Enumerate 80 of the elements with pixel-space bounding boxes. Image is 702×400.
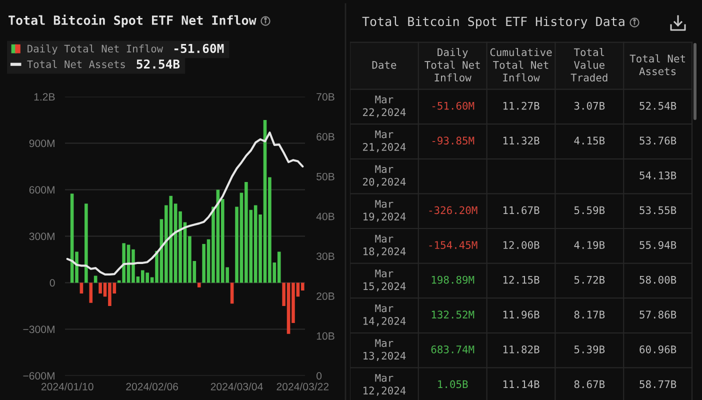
text: 11.27B	[503, 102, 540, 110]
text: 8.67B	[574, 380, 605, 388]
text: 52.54B	[640, 102, 676, 110]
text: 57.86B	[640, 310, 676, 319]
bar	[80, 282, 84, 294]
x-tick-label: 2024/02/06	[126, 382, 178, 390]
y2-tick-label: 30B	[316, 252, 334, 260]
text: 1.05B	[438, 380, 468, 388]
bar	[230, 282, 234, 304]
text: 11.32B	[503, 136, 540, 145]
text: 198.89M	[432, 276, 474, 284]
text: 60.96B	[640, 345, 676, 354]
category-label: Mar 12,2024	[364, 374, 406, 396]
text: 12.00B	[503, 241, 540, 249]
category-label: Total Value Traded	[570, 48, 608, 82]
chart-title: Total Bitcoin Spot ETF Net Inflow	[8, 14, 256, 28]
y-tick-label: −300M	[23, 326, 54, 334]
y-tick-label: 1.2B	[34, 93, 55, 101]
text: 11.96B	[503, 310, 540, 319]
text: 53.76B	[640, 136, 676, 145]
text: 5.59B	[574, 206, 605, 214]
text: 55.94B	[640, 241, 676, 249]
y-tick-label: 300M	[29, 232, 54, 240]
text: 58.77B	[640, 380, 676, 388]
category-label: Mar 20,2024	[363, 165, 406, 188]
y2-tick-label: 40B	[316, 212, 334, 220]
text: 3.07B	[574, 102, 605, 110]
text: 54.13B	[640, 171, 676, 180]
bar	[89, 282, 93, 303]
text: 58.00B	[640, 276, 676, 284]
text: 132.52M	[432, 310, 474, 319]
text: -51.60M	[174, 44, 224, 54]
text: -154.45M	[429, 241, 478, 249]
category-label: Mar 13,2024	[364, 339, 406, 362]
text: 5.72B	[574, 276, 605, 284]
y2-tick-label: 60B	[316, 133, 334, 140]
category-label: Mar 14,2024	[364, 304, 406, 326]
y-tick-label: 600M	[29, 186, 54, 194]
text: -93.85M	[432, 136, 474, 145]
x-tick-label: 2024/03/22	[276, 382, 329, 390]
text: 4.19B	[574, 241, 605, 249]
text: 52.54B	[136, 59, 180, 69]
text: 683.74M	[431, 345, 474, 354]
y2-tick-label: 10B	[316, 332, 334, 340]
category-label: Mar 19,2024	[364, 200, 406, 222]
y2-tick-label: 50B	[316, 172, 334, 180]
category-label: Mar 21,2024	[363, 130, 406, 152]
category-label: Mar 22,2024	[363, 96, 406, 118]
y-tick-label: −600M	[23, 372, 54, 380]
text: -326.20M	[429, 206, 478, 214]
line-series	[66, 132, 304, 276]
bar	[84, 204, 88, 283]
text: 53.55B	[640, 206, 676, 214]
category-label: Mar 15,2024	[364, 270, 406, 292]
text: 8.17B	[574, 310, 605, 319]
bar	[197, 282, 201, 288]
category-label: Mar 18,2024	[364, 234, 406, 257]
y2-tick-label: 20B	[316, 292, 334, 300]
legend-label: Total Net Assets	[27, 60, 125, 68]
text: 12.15B	[503, 276, 540, 284]
text: -51.60M	[432, 102, 474, 110]
y-tick-label: 0	[50, 279, 55, 287]
text: 11.14B	[503, 380, 540, 388]
x-tick-label: 2024/03/04	[210, 382, 263, 390]
category-label: Daily Total Net Inflow	[424, 48, 480, 82]
text: 11.67B	[503, 206, 540, 214]
text: 4.15B	[574, 136, 605, 145]
text: Total Bitcoin Spot ETF History Data	[362, 16, 624, 29]
category-label: Total Net Assets	[630, 54, 685, 76]
y-tick-label: 900M	[29, 140, 54, 148]
text: 11.82B	[503, 345, 540, 354]
bar	[277, 252, 281, 283]
bar	[94, 276, 98, 283]
category-label: Date	[372, 61, 396, 69]
legend-label: Daily Total Net Inflow	[28, 44, 164, 54]
category-label: Cumulative Total Net Inflow	[490, 48, 552, 82]
y2-tick-label: 70B	[316, 93, 334, 101]
text: 5.39B	[574, 345, 605, 354]
y2-tick-label: 0	[316, 372, 322, 380]
x-tick-label: 2024/01/10	[41, 382, 94, 390]
